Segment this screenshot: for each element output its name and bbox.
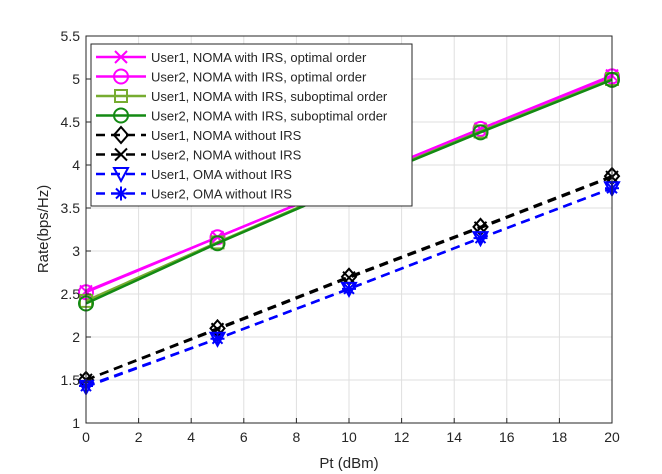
legend-entry: User2, NOMA with IRS, optimal order (96, 68, 367, 85)
y-tick-label: 4.5 (61, 114, 81, 130)
legend-label: User2, OMA without IRS (151, 187, 292, 202)
data-point-marker (472, 124, 489, 141)
y-tick-label: 3 (72, 243, 80, 259)
legend-entry: User2, NOMA with IRS, suboptimal order (96, 107, 388, 124)
series-line (85, 175, 613, 382)
x-tick-label: 12 (394, 429, 410, 445)
x-tick-label: 4 (187, 429, 195, 445)
legend-marker (114, 186, 128, 201)
x-axis-label: Pt (dBm) (319, 455, 378, 472)
legend-entry: User1, NOMA with IRS, suboptimal order (96, 89, 388, 104)
legend-label: User2, NOMA with IRS, optimal order (151, 70, 367, 85)
x-tick-label: 8 (293, 429, 301, 445)
legend-label: User2, NOMA without IRS (151, 148, 302, 163)
legend-marker (112, 125, 130, 145)
legend-label: User1, NOMA with IRS, suboptimal order (151, 89, 388, 104)
data-point-marker (209, 235, 226, 252)
y-tick-label: 1.5 (61, 372, 81, 388)
legend-label: User1, NOMA without IRS (151, 128, 302, 143)
x-tick-label: 20 (604, 429, 620, 445)
legend-marker (113, 107, 129, 124)
data-point-marker (342, 281, 356, 296)
y-tick-label: 5.5 (61, 28, 81, 44)
legend-marker (113, 68, 129, 85)
x-tick-label: 6 (240, 429, 248, 445)
y-tick-label: 5 (72, 71, 80, 87)
legend-label: User1, NOMA with IRS, optimal order (151, 50, 367, 65)
x-tick-label: 18 (552, 429, 568, 445)
x-tick-label: 16 (499, 429, 515, 445)
legend-label: User1, OMA without IRS (151, 167, 292, 182)
legend-marker (114, 147, 128, 162)
series-line (85, 187, 613, 388)
legend-entry: User1, NOMA with IRS, optimal order (96, 50, 367, 65)
x-tick-label: 14 (446, 429, 462, 445)
legend-entry: User1, NOMA without IRS (96, 125, 302, 145)
y-tick-label: 4 (72, 157, 80, 173)
y-tick-label: 1 (72, 415, 80, 431)
legend-entry: User1, OMA without IRS (96, 167, 292, 184)
legend-marker (114, 50, 128, 64)
legend-marker (112, 167, 130, 184)
y-tick-label: 2 (72, 329, 80, 345)
data-point-marker (210, 331, 225, 346)
legend-label: User2, NOMA with IRS, suboptimal order (151, 109, 388, 124)
legend: User1, NOMA with IRS, optimal order User2… (90, 43, 413, 207)
y-axis-label: Rate(bps/Hz) (35, 185, 52, 273)
legend-box (90, 43, 413, 207)
x-tick-label: 10 (341, 429, 357, 445)
ticks: 0 2 4 6 8 10 12 14 16 18 20 1 1.5 2 2.5 3 3.5 4 4.5 5 5.5 (61, 28, 620, 445)
y-tick-label: 2.5 (61, 286, 81, 302)
x-tick-label: 0 (82, 429, 90, 445)
data-point-marker (342, 270, 356, 285)
data-point-marker (473, 231, 488, 246)
legend-entry: User2, OMA without IRS (96, 186, 292, 202)
legend-entry: User2, NOMA without IRS (96, 148, 302, 163)
legend-marker (114, 89, 128, 103)
y-tick-label: 3.5 (61, 200, 81, 216)
x-tick-label: 2 (135, 429, 143, 445)
